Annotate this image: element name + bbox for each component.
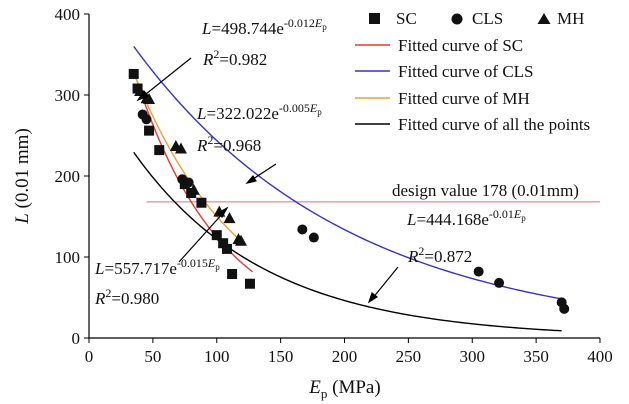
legend-label-sc: SC: [396, 9, 417, 28]
annotation-mh: L=498.744e-0.012Ep R2=0.982: [201, 16, 327, 69]
point-sc: [128, 68, 139, 79]
annotation-sc-equation: L=557.717e-0.015Ep: [94, 256, 220, 278]
point-sc: [196, 197, 207, 208]
point-mh: [143, 93, 156, 105]
annotation-cls: L=444.168e-0.01Ep R2=0.872: [406, 207, 526, 266]
annotation-all-equation: L=322.022e-0.005Ep: [196, 101, 322, 123]
legend-label-mh: MH: [557, 9, 584, 28]
design-value-label: design value 178 (0.01mm): [392, 181, 579, 200]
x-tick-label: 200: [332, 347, 358, 366]
annotation-all-r2: R2=0.968: [196, 133, 261, 155]
annotation-sc-r2: R2=0.980: [94, 286, 159, 308]
y-tick-label: 400: [55, 5, 81, 24]
y-tick-label: 100: [55, 248, 81, 267]
legend-label-fit-all: Fitted curve of all the points: [398, 115, 590, 134]
x-tick-label: 300: [460, 347, 486, 366]
data-points-layer: [128, 68, 570, 314]
arrow-mh-head: [136, 89, 149, 102]
annotation-mh-equation: L=498.744e-0.012Ep: [201, 16, 327, 38]
point-sc: [211, 230, 222, 241]
legend-label-fit-mh: Fitted curve of MH: [398, 89, 530, 108]
annotation-cls-r2: R2=0.872: [407, 244, 472, 266]
point-mh: [187, 183, 200, 195]
y-tick-label: 200: [55, 167, 81, 186]
annotation-all: L=322.022e-0.005Ep R2=0.968: [196, 101, 322, 155]
x-tick-label: 400: [587, 347, 613, 366]
ticks-layer: 0 50 100 150 200 250 300 350 400 0 100 200 300 400: [55, 5, 613, 366]
x-axis-label: Ep (MPa): [308, 377, 380, 401]
point-cls: [141, 114, 152, 125]
y-tick-label: 0: [72, 329, 81, 348]
point-cls: [559, 303, 570, 314]
point-mh: [174, 142, 187, 154]
point-cls: [473, 266, 484, 277]
x-tick-label: 100: [204, 347, 230, 366]
x-tick-label: 250: [396, 347, 422, 366]
legend-circle-marker: [451, 13, 463, 25]
point-sc: [244, 278, 255, 289]
annotation-arrows: [136, 57, 399, 304]
point-sc: [144, 125, 155, 136]
fit-curve-all: [133, 151, 562, 332]
x-tick-label: 350: [523, 347, 549, 366]
y-tick-label: 300: [55, 86, 81, 105]
point-sc: [227, 269, 238, 280]
point-sc: [221, 243, 232, 254]
point-sc: [154, 145, 165, 156]
x-tick-label: 150: [268, 347, 294, 366]
legend-square-marker: [369, 13, 380, 24]
x-tick-label: 0: [85, 347, 94, 366]
point-cls: [183, 177, 194, 188]
point-cls: [308, 232, 319, 243]
point-mh: [235, 234, 248, 246]
point-cls: [494, 277, 505, 288]
legend: SC CLS MH Fitted curve of SC Fitted curv…: [355, 9, 590, 134]
legend-item-fit-cls: Fitted curve of CLS: [355, 62, 534, 81]
arrow-all-head: [245, 174, 257, 184]
legend-item-fit-mh: Fitted curve of MH: [355, 89, 530, 108]
point-cls: [297, 224, 308, 235]
legend-label-fit-cls: Fitted curve of CLS: [398, 62, 534, 81]
x-tick-label: 50: [144, 347, 161, 366]
point-mh: [223, 212, 236, 224]
arrow-mh: [140, 57, 192, 99]
annotation-sc: L=557.717e-0.015Ep R2=0.980: [94, 256, 220, 308]
legend-item-sc: SC: [369, 9, 417, 28]
legend-item-fit-sc: Fitted curve of SC: [355, 36, 523, 55]
arrow-cls: [371, 266, 399, 300]
point-sc: [132, 83, 143, 94]
arrow-cls-head: [367, 291, 379, 304]
annotation-cls-equation: L=444.168e-0.01Ep: [406, 207, 526, 229]
legend-item-cls: CLS: [451, 9, 503, 28]
legend-label-cls: CLS: [472, 9, 503, 28]
annotation-mh-r2: R2=0.982: [202, 47, 267, 69]
legend-item-mh: MH: [537, 9, 584, 28]
point-sc: [218, 238, 229, 249]
legend-triangle-marker: [537, 13, 551, 24]
y-axis-label: L (0.01 mm): [12, 128, 33, 225]
fit-curve-cls: [133, 45, 565, 301]
arrow-sc: [178, 211, 225, 263]
arrow-sc-head: [217, 206, 229, 218]
legend-item-fit-all: Fitted curve of all the points: [355, 115, 590, 134]
legend-label-fit-sc: Fitted curve of SC: [398, 36, 523, 55]
